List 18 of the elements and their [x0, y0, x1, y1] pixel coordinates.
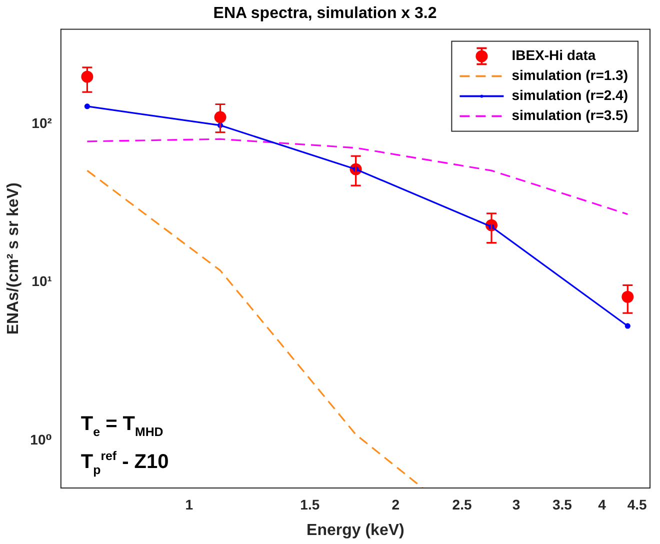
y-tick-label: 10⁰ [30, 431, 52, 448]
x-tick-label: 1.5 [300, 496, 320, 512]
chart-title: ENA spectra, simulation x 3.2 [213, 5, 437, 22]
x-tick-label: 4.5 [627, 496, 647, 512]
x-axis-title: Energy (keV) [306, 522, 404, 539]
y-axis-title: ENAs/(cm² s sr keV) [5, 182, 22, 335]
y-tick-label: 10¹ [32, 273, 52, 290]
legend-label: IBEX-Hi data [512, 47, 596, 64]
legend-label: simulation (r=1.3) [512, 67, 628, 84]
x-tick-label: 2.5 [452, 496, 472, 512]
x-tick-label: 2 [392, 496, 400, 512]
legend-label: simulation (r=3.5) [512, 107, 628, 124]
legend-label: simulation (r=2.4) [512, 87, 628, 104]
x-tick-label: 3.5 [552, 496, 572, 512]
x-tick-label: 1 [185, 496, 194, 512]
y-tick-label: 10² [32, 115, 52, 132]
x-tick-label: 4 [598, 496, 606, 512]
x-tick-label: 3 [512, 496, 520, 512]
